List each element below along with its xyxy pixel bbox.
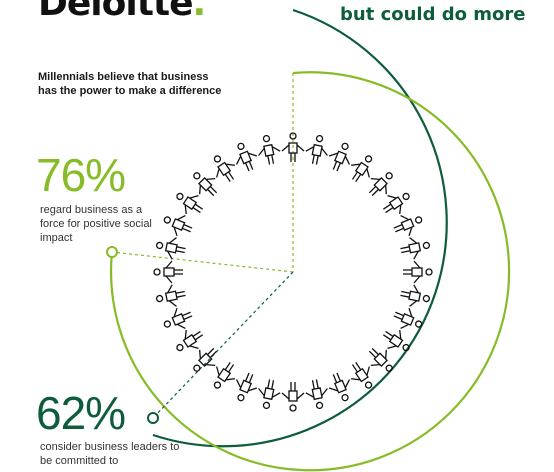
person-icon	[368, 347, 393, 372]
person-icon	[351, 155, 373, 183]
stat-76-value: 76%	[36, 149, 126, 201]
inner-arc-76	[110, 71, 511, 472]
person-icon	[235, 142, 258, 172]
leader-line-62	[152, 271, 294, 419]
person-icon	[258, 134, 281, 165]
person-icon	[213, 155, 235, 183]
stat-76-description: regard business as a force for positive …	[40, 204, 152, 244]
person-icon	[328, 142, 351, 172]
stat-62-value: 62%	[36, 387, 126, 439]
person-icon	[235, 372, 258, 402]
logo-dot: .	[192, 0, 207, 24]
headline: but could do more	[340, 4, 526, 25]
person-icon	[393, 214, 423, 237]
person-icon	[176, 330, 204, 352]
person-icon	[400, 237, 431, 260]
person-icon	[382, 330, 410, 352]
outer-arc-62	[152, 8, 448, 448]
person-icon	[153, 260, 183, 284]
person-icon	[163, 307, 193, 330]
person-icon	[281, 132, 305, 162]
person-icon	[213, 361, 235, 389]
marker-62	[147, 412, 159, 424]
person-icon	[281, 382, 305, 412]
person-icon	[351, 361, 373, 389]
leader-line-76	[111, 251, 294, 273]
person-icon	[155, 237, 186, 260]
intro-text: Millennials believe that business has th…	[38, 71, 222, 97]
person-icon	[155, 284, 186, 307]
person-icon	[400, 284, 431, 307]
person-icon	[368, 172, 393, 197]
person-icon	[328, 372, 351, 402]
people-ring	[153, 132, 433, 412]
person-icon	[403, 260, 433, 284]
person-icon	[305, 134, 328, 165]
person-icon	[305, 379, 328, 410]
logo-text: Deloitte	[38, 0, 194, 24]
person-icon	[393, 307, 423, 330]
person-icon	[163, 214, 193, 237]
person-icon	[176, 192, 204, 214]
person-icon	[193, 172, 218, 197]
person-icon	[382, 192, 410, 214]
person-icon	[258, 379, 281, 410]
person-icon	[193, 347, 218, 372]
marker-76	[106, 246, 118, 258]
deloitte-logo: Deloitte.	[38, 0, 207, 24]
stat-62-description: consider business leaders to be committe…	[40, 441, 180, 467]
